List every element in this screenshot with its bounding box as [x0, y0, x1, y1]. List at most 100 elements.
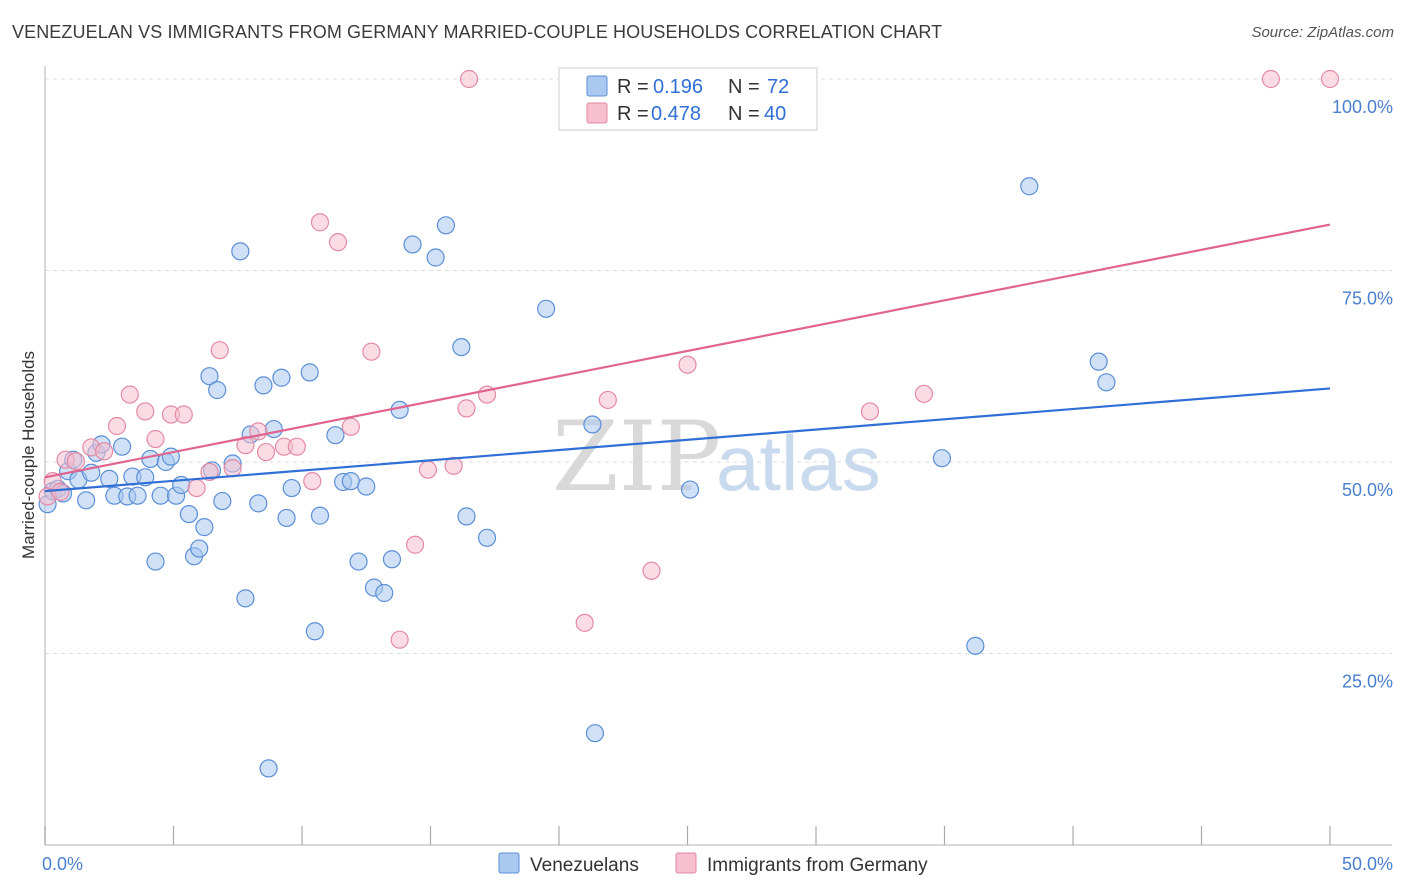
venezuelan-point [259, 759, 278, 778]
germany-point [678, 355, 697, 374]
venezuelan-point [200, 367, 219, 386]
venezuelan-point [426, 248, 445, 267]
venezuelan-point [305, 622, 324, 641]
germany-point [51, 482, 70, 501]
venezuelan-point [146, 552, 165, 571]
venezuelan-point [100, 469, 119, 488]
x-tick-label: 50.0% [1342, 854, 1393, 874]
axes-layer: 25.0% 50.0% 75.0% 100.0% 0.0% 50.0% [42, 66, 1393, 874]
venezuelan-point [375, 583, 394, 603]
legend-swatch-germany [586, 102, 608, 124]
germany-point [457, 399, 476, 418]
venezuelan-point [382, 550, 402, 569]
venezuelan-point [151, 486, 170, 505]
venezuelan-point [585, 724, 605, 743]
bottom-legend-swatch-germany [675, 852, 697, 874]
venezuelan-point [349, 552, 368, 571]
legend-n-label: N = [728, 103, 760, 125]
venezuelan-point [77, 491, 96, 510]
venezuelan-point [457, 507, 476, 526]
germany-point [95, 442, 114, 461]
germany-point [210, 341, 229, 360]
germany-point [390, 630, 409, 649]
venezuelan-trendline [44, 387, 1331, 493]
venezuelan-point [932, 449, 952, 468]
venezuelan-point [249, 494, 268, 513]
y-tick-label: 100.0% [1332, 97, 1393, 117]
germany-point [418, 460, 438, 479]
germany-point [310, 213, 330, 232]
germany-point [575, 613, 594, 632]
venezuelan-point [326, 426, 345, 445]
legend: R = 0.196 N = 72 R = 0.478 N = 40 [558, 67, 818, 131]
venezuelan-point [112, 437, 132, 456]
venezuelan-point [452, 338, 471, 357]
x-tick-label: 0.0% [42, 854, 83, 874]
y-tick-label: 50.0% [1342, 480, 1393, 500]
germany-point [1261, 69, 1280, 89]
y-tick-label: 75.0% [1342, 289, 1393, 309]
trend-layer [44, 223, 1331, 493]
venezuelan-point [179, 504, 199, 524]
venezuelan-point [282, 478, 301, 498]
watermark-atlas: atlas [716, 419, 881, 507]
points-layer [38, 69, 1340, 778]
venezuelan-point [141, 449, 160, 469]
legend-n-value: 72 [767, 76, 789, 98]
venezuelan-point [1089, 352, 1108, 371]
venezuelan-point [300, 363, 319, 382]
venezuelan-point [341, 472, 360, 491]
germany-point [459, 69, 479, 89]
germany-trendline [44, 223, 1331, 479]
venezuelan-point [537, 299, 556, 318]
venezuelan-point [236, 589, 255, 608]
germany-point [174, 405, 193, 424]
germany-point [107, 416, 127, 436]
venezuelan-point [277, 508, 296, 528]
germany-point [200, 462, 219, 482]
legend-n-label: N = [728, 76, 760, 98]
venezuelan-point [357, 477, 376, 496]
grid-layer [45, 78, 1392, 654]
venezuelan-point [680, 480, 700, 499]
venezuelan-point [231, 242, 250, 261]
bottom-legend-swatch-venezuelans [498, 852, 520, 874]
legend-r-value: 0.196 [653, 76, 703, 98]
legend-r-value: 0.478 [651, 103, 701, 125]
venezuelan-point [966, 636, 985, 655]
germany-point [642, 561, 661, 580]
venezuelan-point [136, 468, 155, 487]
venezuelan-point [195, 518, 214, 537]
legend-r-label: R = [617, 103, 649, 125]
venezuelan-point [583, 415, 602, 434]
germany-point [146, 429, 165, 449]
venezuelan-point [1020, 177, 1039, 196]
germany-point [1320, 69, 1340, 89]
germany-point [328, 233, 348, 252]
venezuelan-point [213, 491, 232, 511]
venezuelan-point [1097, 373, 1116, 392]
germany-point [136, 402, 155, 421]
venezuelan-point [128, 486, 147, 505]
legend-n-value: 40 [764, 103, 786, 125]
venezuelan-point [254, 376, 273, 395]
y-axis-title: Married-couple Households [19, 351, 38, 559]
watermark: ZIP atlas [552, 401, 881, 513]
bottom-legend-label-venezuelans: Venezuelans [530, 855, 639, 876]
venezuelan-point [310, 506, 330, 525]
germany-point [341, 417, 360, 436]
venezuelan-point [272, 368, 291, 387]
source-label: Source: ZipAtlas.com [1251, 24, 1394, 41]
venezuelan-point [264, 419, 283, 439]
bottom-legend-label-germany: Immigrants from Germany [707, 855, 928, 876]
germany-point [405, 535, 425, 554]
germany-point [303, 472, 322, 491]
germany-point [287, 437, 306, 456]
y-tick-label: 25.0% [1342, 672, 1393, 692]
germany-point [66, 452, 85, 471]
chart-title: VENEZUELAN VS IMMIGRANTS FROM GERMANY MA… [12, 22, 943, 42]
venezuelan-point [390, 400, 409, 420]
germany-point [223, 459, 242, 478]
germany-point [914, 384, 934, 403]
